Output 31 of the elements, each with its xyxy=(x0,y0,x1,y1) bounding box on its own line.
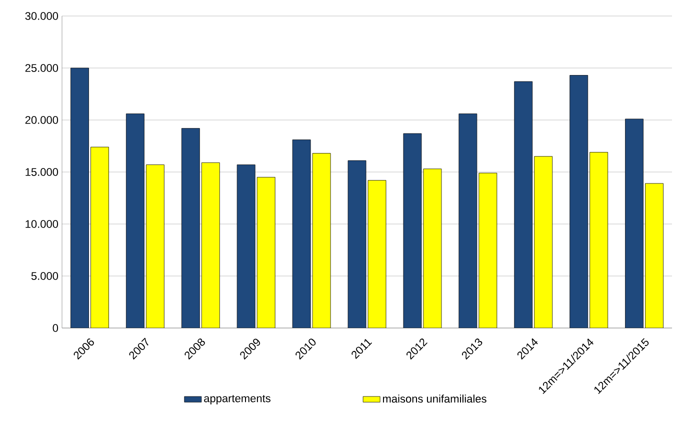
bar xyxy=(403,133,422,328)
bar xyxy=(514,81,533,328)
bar xyxy=(292,140,311,328)
bar xyxy=(348,160,366,328)
y-tick-label: 15.000 xyxy=(26,168,58,176)
bar xyxy=(368,180,386,328)
bar xyxy=(645,183,664,328)
bar xyxy=(90,146,109,328)
bar xyxy=(534,156,553,328)
legend-label: maisons unifamiliales xyxy=(382,394,486,403)
y-tick-label: 30.000 xyxy=(25,12,58,20)
bar xyxy=(236,164,256,328)
y-tick-label: 10.000 xyxy=(26,220,58,228)
y-tick-label: 0 xyxy=(52,324,58,332)
bar xyxy=(458,114,478,328)
bar xyxy=(146,164,164,328)
y-tick-label: 20.000 xyxy=(25,116,58,124)
bar xyxy=(126,114,144,328)
bar xyxy=(570,75,588,328)
bar xyxy=(478,172,498,328)
bar xyxy=(590,152,608,328)
y-tick-label: 5.000 xyxy=(31,272,58,280)
legend-label: appartements xyxy=(204,395,270,404)
bar xyxy=(181,128,200,328)
bar xyxy=(423,168,442,328)
bar xyxy=(312,153,331,328)
y-tick-label: 25.000 xyxy=(25,64,58,72)
bar xyxy=(70,68,89,328)
bar xyxy=(625,118,644,328)
bar xyxy=(256,177,276,328)
bar xyxy=(201,162,220,328)
